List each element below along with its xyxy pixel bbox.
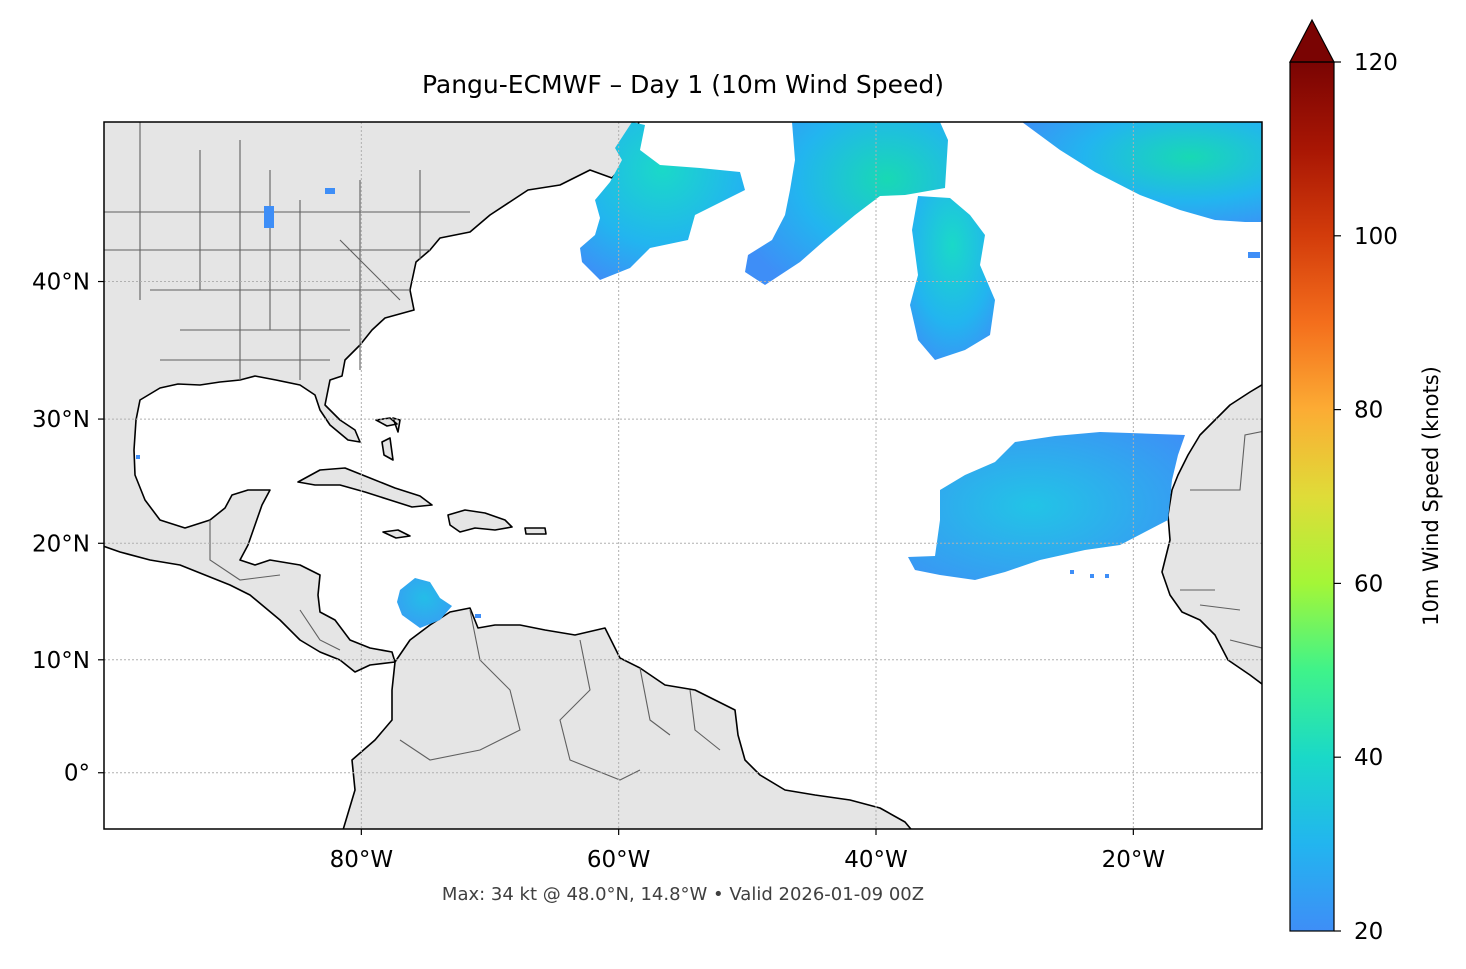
- lat-tick-label: 20°N: [32, 531, 90, 557]
- lat-tick-label: 0°: [64, 761, 90, 787]
- lon-tick-label: 80°W: [330, 847, 394, 873]
- wind-field: [136, 122, 1262, 628]
- colorbar-frame: [1289, 61, 1335, 932]
- colorbar-gradient: [1290, 62, 1334, 931]
- lon-tick-label: 60°W: [587, 847, 651, 873]
- map-title: Pangu-ECMWF – Day 1 (10m Wind Speed): [421, 70, 945, 99]
- lat-tick-label: 30°N: [32, 407, 90, 433]
- colorbar-tick-label: 40: [1354, 745, 1383, 771]
- cuba-land: [297, 467, 433, 508]
- lon-tick-label: 40°W: [844, 847, 908, 873]
- gridlines: [104, 122, 1262, 829]
- jamaica-land: [382, 529, 411, 539]
- colorbar-tick-label: 20: [1354, 919, 1383, 945]
- puerto-rico-land: [524, 527, 547, 535]
- wind-region-caribbean-south: [397, 578, 452, 628]
- lon-tick-label: 20°W: [1102, 847, 1166, 873]
- borders: [104, 122, 1262, 781]
- colorbar-extend-arrow: [1289, 18, 1335, 63]
- footnote: Max: 34 kt @ 48.0°N, 14.8°W • Valid 2026…: [441, 884, 925, 905]
- colorbar-tick-label: 120: [1354, 50, 1398, 76]
- colorbar-label: 10m Wind Speed (knots): [1419, 366, 1443, 626]
- south-america-land: [342, 607, 912, 829]
- colorbar-tick-label: 60: [1354, 571, 1383, 597]
- lat-tick-label: 40°N: [32, 270, 90, 296]
- hispaniola-land: [447, 509, 513, 533]
- colorbar-tick-label: 100: [1354, 224, 1398, 250]
- lon-axis: 80°W 60°W 40°W 20°W: [330, 829, 1166, 873]
- lat-axis: 40°N 30°N 20°N 10°N 0°: [32, 270, 104, 787]
- wind-region-central-north-atlantic: [745, 122, 948, 285]
- wind-region-azores: [910, 196, 995, 360]
- colorbar-tick-label: 80: [1354, 398, 1383, 424]
- lat-tick-label: 10°N: [32, 648, 90, 674]
- map-panel: 80°W 60°W 40°W 20°W 40°N 30°N 20°N 10°N 0°: [32, 121, 1263, 873]
- wind-region-newfoundland-south: [580, 122, 745, 280]
- colorbar: 20 40 60 80 100 120 10m Wind Speed (knots): [1289, 18, 1443, 945]
- wind-region-northeast-atlantic: [1022, 122, 1262, 222]
- map-frame: [103, 121, 1263, 830]
- north-america-land: [104, 122, 640, 673]
- land: [104, 122, 1262, 829]
